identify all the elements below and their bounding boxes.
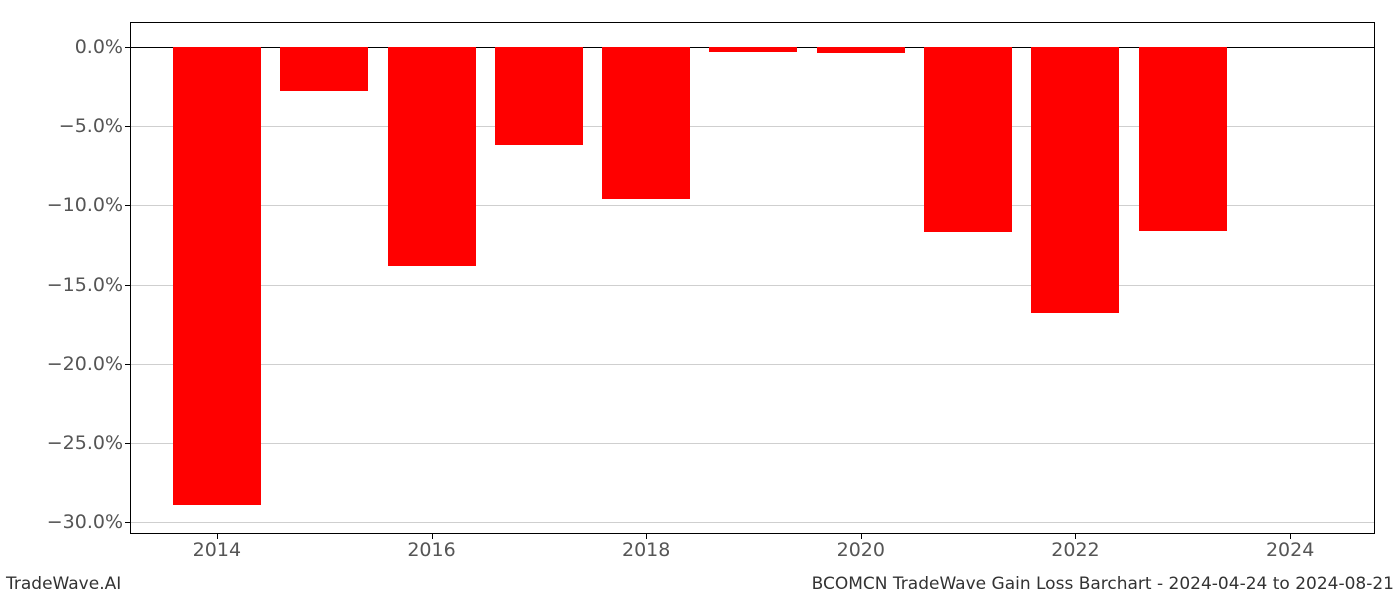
x-tick-label: 2016 bbox=[407, 533, 455, 561]
bar bbox=[709, 47, 797, 52]
footer-left-text: TradeWave.AI bbox=[6, 574, 121, 594]
bar bbox=[602, 47, 690, 199]
y-gridline bbox=[131, 443, 1374, 444]
y-gridline bbox=[131, 285, 1374, 286]
x-tick-label: 2020 bbox=[837, 533, 885, 561]
x-tick-label: 2014 bbox=[193, 533, 241, 561]
chart-plot-area: 0.0%−5.0%−10.0%−15.0%−20.0%−25.0%−30.0%2… bbox=[130, 22, 1375, 534]
y-tick-label: −15.0% bbox=[47, 274, 131, 296]
y-tick-label: −30.0% bbox=[47, 511, 131, 533]
bar bbox=[388, 47, 476, 266]
x-tick-label: 2024 bbox=[1266, 533, 1314, 561]
y-tick-label: −20.0% bbox=[47, 353, 131, 375]
y-tick-label: −5.0% bbox=[59, 115, 131, 137]
y-gridline bbox=[131, 522, 1374, 523]
bar bbox=[1139, 47, 1227, 231]
footer-right-text: BCOMCN TradeWave Gain Loss Barchart - 20… bbox=[812, 574, 1394, 594]
y-tick-label: −25.0% bbox=[47, 432, 131, 454]
bar bbox=[495, 47, 583, 145]
x-tick-label: 2022 bbox=[1051, 533, 1099, 561]
y-gridline bbox=[131, 364, 1374, 365]
bar bbox=[1031, 47, 1119, 313]
bar bbox=[817, 47, 905, 53]
bar bbox=[280, 47, 368, 91]
bar bbox=[173, 47, 261, 505]
x-tick-label: 2018 bbox=[622, 533, 670, 561]
y-tick-label: 0.0% bbox=[75, 36, 131, 58]
bar bbox=[924, 47, 1012, 232]
y-tick-label: −10.0% bbox=[47, 194, 131, 216]
